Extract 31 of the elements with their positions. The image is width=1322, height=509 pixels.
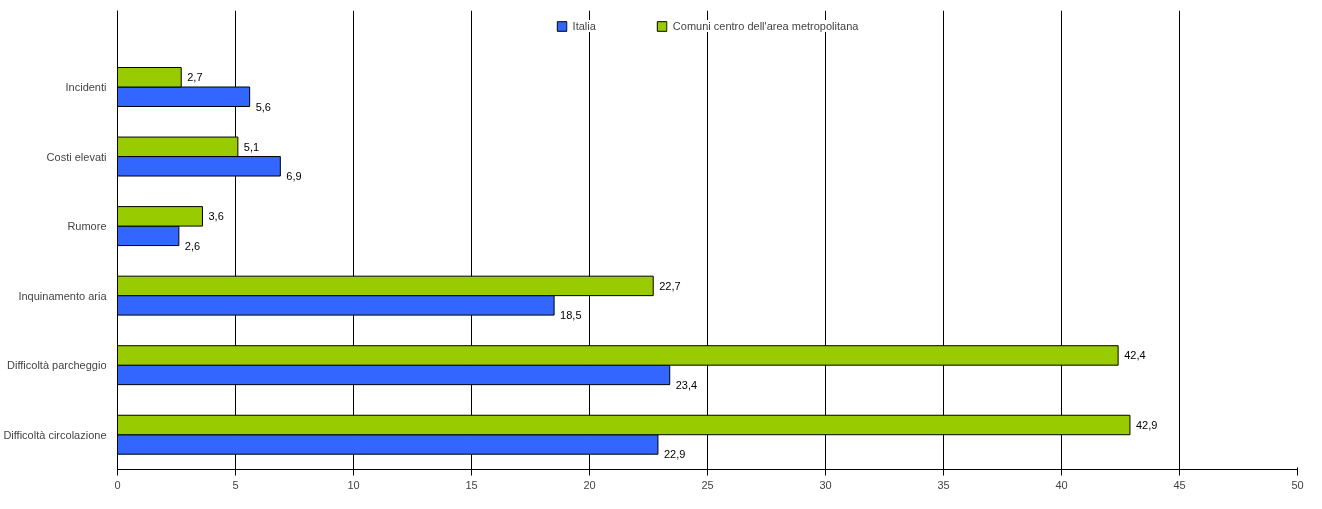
legend-label: Italia [572, 20, 596, 32]
data-label: 18,5 [560, 309, 582, 322]
data-label: 42,9 [1135, 418, 1158, 431]
data-label: 5,6 [255, 100, 271, 113]
x-tick-label: 20 [583, 478, 596, 491]
x-tick-label: 10 [347, 478, 360, 491]
y-tick-label: Difficoltà circolazione [3, 428, 107, 441]
x-tick-label: 30 [819, 478, 832, 491]
data-label: 6,9 [286, 170, 302, 183]
data-label: 2,7 [187, 71, 203, 84]
data-label: 3,6 [208, 210, 224, 223]
data-label: 2,6 [184, 239, 201, 252]
data-label: 5,1 [243, 140, 260, 153]
x-tick-label: 5 [232, 478, 239, 491]
x-tick-label: 45 [1173, 478, 1186, 491]
y-tick-label: Costi elevati [46, 150, 107, 163]
x-tick-label: 0 [114, 478, 121, 491]
x-tick-label: 50 [1291, 478, 1304, 491]
data-label: 22,7 [659, 279, 681, 292]
data-label: 23,4 [675, 378, 698, 391]
y-tick-label: Rumore [67, 220, 107, 233]
y-tick-label: Incidenti [65, 81, 107, 93]
x-tick-label: 25 [701, 478, 714, 491]
x-tick-label: 15 [465, 478, 478, 491]
y-tick-label: Difficoltà parcheggio [7, 359, 107, 372]
x-tick-label: 35 [937, 478, 950, 491]
legend-label: Comuni centro dell'area metropolitana [672, 20, 859, 32]
x-tick-label: 40 [1055, 478, 1068, 491]
y-tick-label: Inquinamento aria [18, 289, 108, 302]
data-label: 42,4 [1124, 349, 1146, 362]
data-label: 22,9 [663, 448, 686, 461]
